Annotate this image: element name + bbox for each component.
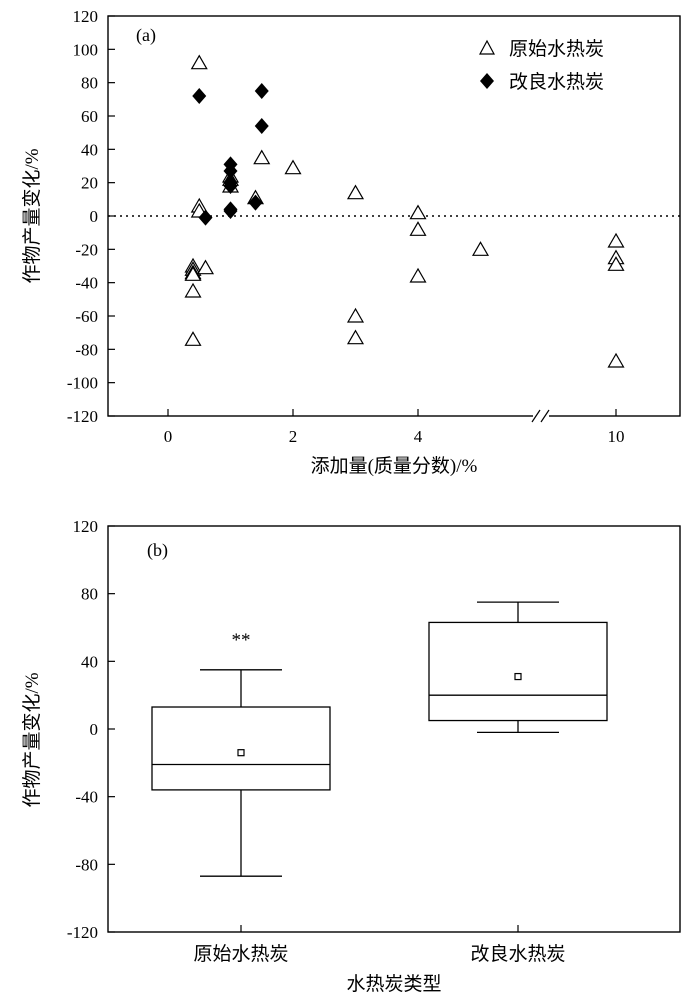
y-tick-label: -120 (67, 923, 98, 942)
y-tick-label: 120 (73, 517, 99, 536)
box-original: ** (151, 630, 331, 877)
x-tick-label: 10 (608, 427, 625, 446)
original-hydrochar-point (409, 204, 427, 220)
panel-a-y-axis: 120 100 80 60 40 20 0 -20 -40 -60 -80 -100 -120 (67, 7, 115, 426)
original-hydrochar-point (196, 259, 215, 275)
modified-hydrochar-point (223, 163, 238, 179)
original-hydrochar-point (184, 331, 202, 346)
y-tick-label: -80 (75, 340, 98, 359)
modified-hydrochar-point (223, 178, 238, 194)
mean-marker (237, 749, 245, 757)
original-hydrochar-point (184, 266, 202, 281)
y-tick-label: 20 (81, 174, 98, 193)
mean-marker (514, 672, 522, 681)
y-tick-label: 100 (73, 40, 99, 59)
y-tick-label: 40 (81, 140, 98, 159)
legend-label-modified: 改良水热炭 (509, 71, 604, 93)
legend-label-original: 原始水热炭 (509, 38, 604, 60)
y-tick-label: 80 (81, 74, 98, 93)
x-category-label: 原始水热炭 (193, 943, 288, 965)
interquartile-box (428, 621, 608, 722)
panel-a-data-points (184, 54, 625, 368)
panel-b-plot-frame (107, 525, 681, 933)
x-tick-label: 4 (414, 427, 423, 446)
y-tick-label: 0 (90, 720, 99, 739)
y-tick-label: -40 (75, 788, 98, 807)
legend-triangle-marker (478, 39, 496, 55)
original-hydrochar-point (409, 267, 427, 283)
y-tick-label: -40 (75, 274, 98, 293)
panel-a-x-axis-title: 添加量(质量分数)/% (311, 455, 478, 477)
original-hydrochar-point (471, 241, 490, 256)
panel-b-y-axis: 120 80 40 0 -40 -80 -120 (67, 517, 115, 942)
y-tick-label: 40 (81, 652, 98, 671)
x-axis-break-mark (531, 408, 550, 424)
panel-a-scatter-chart: 120 100 80 60 40 20 0 -20 -40 -60 -80 -100 -120 0 2 4 1… (21, 7, 681, 477)
panel-a-y-axis-title: 作物产量变化/% (21, 148, 43, 283)
y-tick-label: -80 (75, 855, 98, 874)
y-tick-label: 60 (81, 107, 98, 126)
y-tick-label: 120 (73, 7, 99, 26)
legend-diamond-marker (480, 73, 494, 89)
original-hydrochar-point (284, 159, 302, 175)
modified-hydrochar-point (254, 83, 269, 99)
panel-a-x-axis: 0 2 4 10 (164, 409, 625, 446)
panel-b-box-plot: 120 80 40 0 -40 -80 -120 原始水热炭 改良水热炭 ** (b) 水热炭… (21, 517, 681, 995)
x-category-label: 改良水热炭 (470, 943, 565, 965)
panel-b-boxes: ** (151, 601, 608, 877)
original-hydrochar-point (346, 184, 365, 200)
panel-b-x-axis: 原始水热炭 改良水热炭 (193, 925, 566, 965)
y-tick-label: -100 (67, 374, 98, 393)
modified-hydrochar-point (254, 118, 269, 134)
modified-hydrochar-point (198, 209, 213, 226)
original-hydrochar-point (409, 221, 427, 236)
modified-hydrochar-point (223, 203, 238, 219)
panel-b-x-axis-title: 水热炭类型 (346, 973, 441, 995)
significance-annotation: ** (232, 630, 251, 651)
panel-b-y-axis-title: 作物产量变化/% (21, 672, 43, 807)
modified-hydrochar-point (248, 194, 263, 211)
box-modified (428, 601, 608, 734)
panel-b-label: (b) (147, 540, 168, 561)
original-hydrochar-point (607, 232, 625, 248)
x-tick-label: 0 (164, 427, 173, 446)
original-hydrochar-point (253, 149, 271, 165)
original-hydrochar-point (607, 352, 625, 368)
y-tick-label: -20 (75, 240, 98, 259)
y-tick-label: 80 (81, 585, 98, 604)
y-tick-label: -120 (67, 407, 98, 426)
legend: 原始水热炭 改良水热炭 (478, 38, 604, 93)
panel-a-label: (a) (136, 25, 156, 46)
interquartile-box (151, 706, 331, 791)
x-tick-label: 2 (289, 427, 298, 446)
modified-hydrochar-point (192, 88, 207, 104)
original-hydrochar-point (607, 256, 625, 271)
original-hydrochar-point (190, 54, 208, 70)
y-tick-label: -60 (75, 307, 98, 326)
y-tick-label: 0 (90, 207, 99, 226)
original-hydrochar-point (184, 282, 202, 298)
original-hydrochar-point (346, 307, 365, 323)
original-hydrochar-point (346, 329, 365, 345)
